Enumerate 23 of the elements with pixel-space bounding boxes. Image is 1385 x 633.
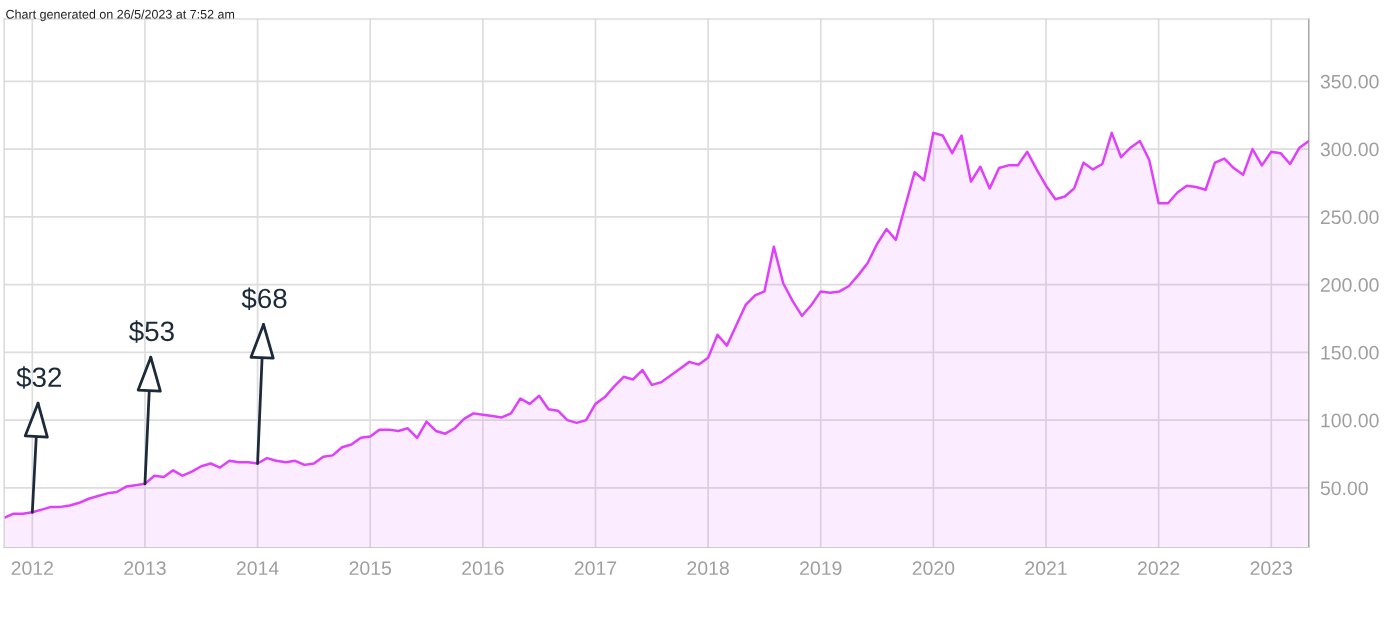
y-tick-label: 50.00 bbox=[1320, 481, 1368, 496]
annotation: $68 bbox=[241, 287, 287, 310]
x-tick-label: 2016 bbox=[462, 561, 504, 576]
x-tick-label: 2017 bbox=[574, 561, 617, 576]
x-tick-label: 2018 bbox=[687, 561, 729, 576]
y-tick-label: 100.00 bbox=[1321, 413, 1379, 428]
x-tick-label: 2014 bbox=[236, 561, 279, 576]
y-tick-label: 250.00 bbox=[1320, 210, 1379, 225]
x-tick-label: 2015 bbox=[349, 561, 392, 576]
x-tick-label: 2019 bbox=[800, 561, 842, 576]
x-tick-label: 2012 bbox=[11, 561, 53, 576]
x-tick-label: 2022 bbox=[1138, 561, 1180, 576]
y-tick-label: 300.00 bbox=[1320, 142, 1379, 157]
x-tick-label: 2023 bbox=[1250, 561, 1293, 576]
x-tick-label: 2021 bbox=[1025, 561, 1067, 576]
annotation: Chart generated on 26/5/2023 at 7:52 am bbox=[6, 9, 235, 22]
y-tick-label: 200.00 bbox=[1320, 278, 1379, 292]
x-tick-label: 2013 bbox=[124, 561, 166, 576]
annotation: $32 bbox=[16, 366, 62, 389]
y-tick-label: 350.00 bbox=[1320, 74, 1379, 89]
x-tick-label: 2020 bbox=[912, 561, 955, 576]
y-tick-label: 150.00 bbox=[1321, 345, 1379, 360]
annotation: $53 bbox=[129, 320, 174, 343]
